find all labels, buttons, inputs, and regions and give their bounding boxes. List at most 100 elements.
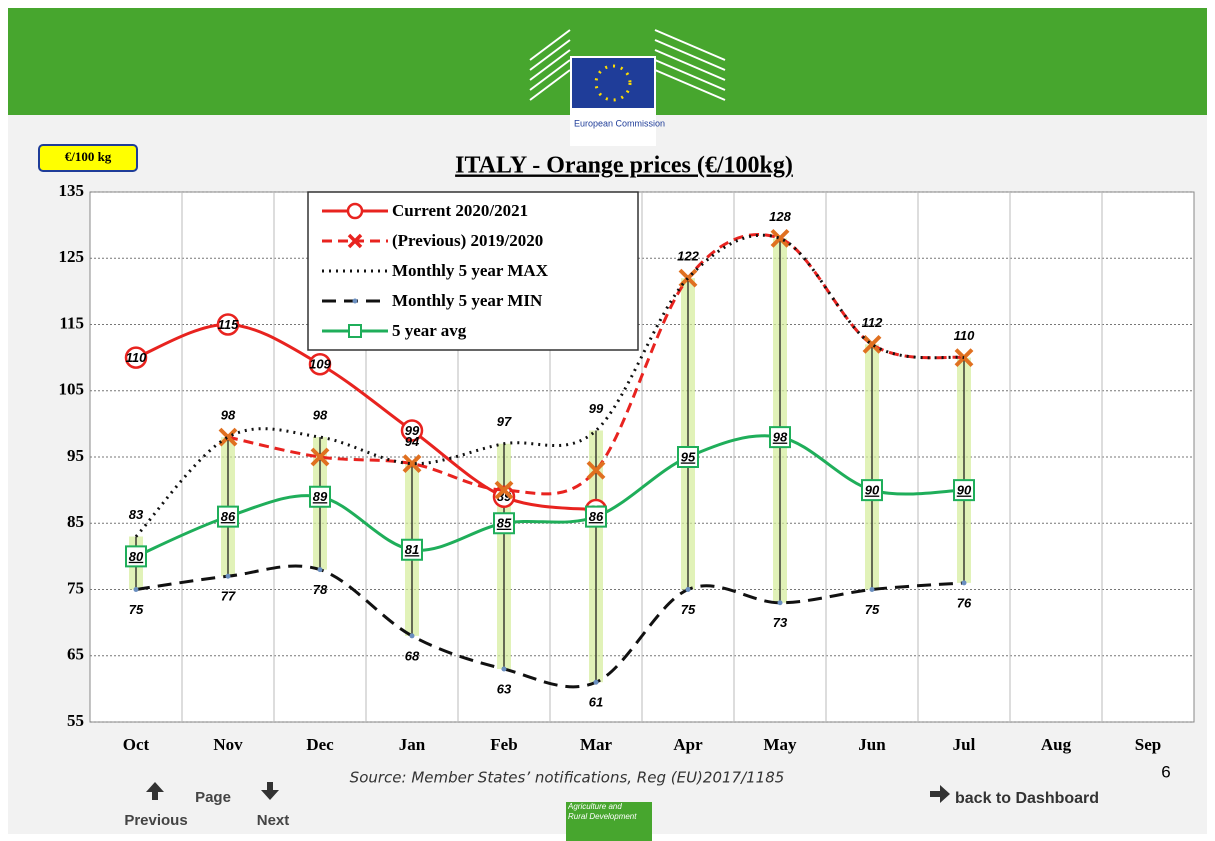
eu-flag bbox=[572, 58, 654, 108]
legend-marker bbox=[352, 298, 358, 304]
x-tick-label: May bbox=[763, 735, 797, 754]
legend-marker bbox=[346, 202, 364, 220]
x-tick-label: Oct bbox=[123, 735, 150, 754]
data-label: 98 bbox=[773, 430, 788, 445]
next-icon[interactable] bbox=[261, 782, 279, 800]
y-tick-label: 65 bbox=[67, 645, 84, 664]
x-tick-label: Jul bbox=[953, 735, 976, 754]
logo-lines bbox=[529, 29, 726, 101]
y-tick-label: 95 bbox=[67, 446, 84, 465]
point bbox=[317, 567, 323, 573]
unit-badge bbox=[38, 144, 138, 172]
data-label: 110 bbox=[126, 350, 147, 365]
source: Source: Member States’ notifications, Re… bbox=[350, 769, 785, 787]
data-label: 76 bbox=[957, 595, 972, 610]
point bbox=[125, 545, 147, 568]
legend-marker bbox=[348, 324, 362, 338]
data-label: 112 bbox=[862, 315, 883, 330]
point bbox=[309, 485, 331, 508]
legend-marker bbox=[352, 298, 358, 304]
point bbox=[501, 666, 507, 672]
data-label: 97 bbox=[497, 414, 512, 429]
data-label: 109 bbox=[309, 357, 331, 372]
y-tick-label: 135 bbox=[59, 181, 85, 200]
point bbox=[953, 479, 975, 502]
legend-label: Monthly 5 year MIN bbox=[392, 291, 543, 310]
point bbox=[216, 313, 240, 336]
data-label: 98 bbox=[221, 408, 236, 423]
legend-marker bbox=[348, 324, 362, 338]
data-label: 81 bbox=[405, 542, 419, 557]
data-label: 78 bbox=[313, 582, 328, 597]
legend-label: 5 year avg bbox=[392, 321, 467, 340]
data-label: 90 bbox=[957, 483, 972, 498]
point bbox=[218, 427, 238, 447]
point bbox=[685, 587, 691, 592]
legend-marker bbox=[347, 233, 363, 249]
y-tick-label: 125 bbox=[59, 247, 85, 266]
legend-label: (Previous) 2019/2020 bbox=[392, 231, 543, 250]
point bbox=[862, 334, 882, 354]
data-label: 63 bbox=[497, 681, 512, 696]
next-link[interactable]: Next bbox=[257, 812, 290, 829]
point bbox=[492, 485, 516, 508]
data-label: 75 bbox=[129, 602, 144, 617]
data-label: 75 bbox=[681, 602, 696, 617]
logo-text: European Commission bbox=[574, 118, 665, 128]
data-label: 99 bbox=[589, 401, 604, 416]
x-tick-label: Mar bbox=[580, 735, 613, 754]
series-line bbox=[227, 233, 965, 496]
point bbox=[493, 512, 515, 535]
y-tick-label: 85 bbox=[67, 512, 84, 531]
point bbox=[593, 679, 599, 685]
data-label: 90 bbox=[865, 483, 880, 498]
y-tick-label: 115 bbox=[59, 313, 84, 332]
page-label: Page bbox=[195, 789, 231, 806]
series: 75 77 78 68 63 61 75 73 75 76 bbox=[129, 564, 972, 710]
dg-text: Agriculture and Rural Development bbox=[568, 802, 637, 821]
legend-label: Monthly 5 year MAX bbox=[392, 261, 549, 280]
series-line bbox=[135, 434, 965, 558]
point bbox=[861, 479, 883, 502]
x-tick-label: Feb bbox=[490, 735, 517, 754]
point bbox=[961, 580, 967, 586]
data-label: 75 bbox=[865, 602, 880, 617]
point bbox=[777, 600, 783, 606]
point bbox=[494, 480, 514, 500]
series-line bbox=[135, 564, 965, 689]
y-tick-label: 55 bbox=[67, 711, 84, 730]
legend-box bbox=[307, 191, 639, 351]
point bbox=[133, 587, 139, 592]
data-label: 77 bbox=[221, 589, 236, 604]
data-label: 98 bbox=[313, 408, 328, 423]
previous-icon[interactable] bbox=[146, 782, 164, 800]
data-label: 61 bbox=[589, 695, 603, 710]
dg-box bbox=[566, 802, 652, 841]
data-label: 110 bbox=[954, 328, 975, 343]
point bbox=[586, 460, 606, 480]
legend-marker bbox=[346, 202, 364, 220]
previous-link[interactable]: Previous bbox=[124, 812, 187, 829]
point bbox=[409, 633, 415, 639]
dg-wrap: Agriculture and Rural Development bbox=[568, 802, 637, 821]
point bbox=[585, 505, 607, 528]
x-tick-label: Dec bbox=[306, 735, 334, 754]
data-label: 85 bbox=[497, 516, 512, 531]
data-label: 83 bbox=[129, 507, 144, 522]
page-number: 6 bbox=[1161, 762, 1170, 781]
series: 83 98 98 94 97 99 122 128 112 110 bbox=[129, 209, 975, 538]
data-label: 128 bbox=[769, 209, 791, 224]
data-label: 89 bbox=[313, 489, 328, 504]
data-label: 95 bbox=[681, 449, 696, 464]
series: 80 86 89 81 85 86 95 98 90 90 bbox=[125, 426, 975, 568]
data-label: 122 bbox=[677, 249, 699, 264]
point bbox=[400, 419, 424, 442]
back-link[interactable]: back to Dashboard bbox=[955, 790, 1099, 807]
point bbox=[225, 573, 231, 579]
data-label: 99 bbox=[405, 423, 420, 438]
back-icon[interactable] bbox=[930, 785, 950, 803]
y-tick-label: 105 bbox=[59, 380, 85, 399]
legend-marker bbox=[347, 233, 363, 249]
point bbox=[769, 426, 791, 449]
